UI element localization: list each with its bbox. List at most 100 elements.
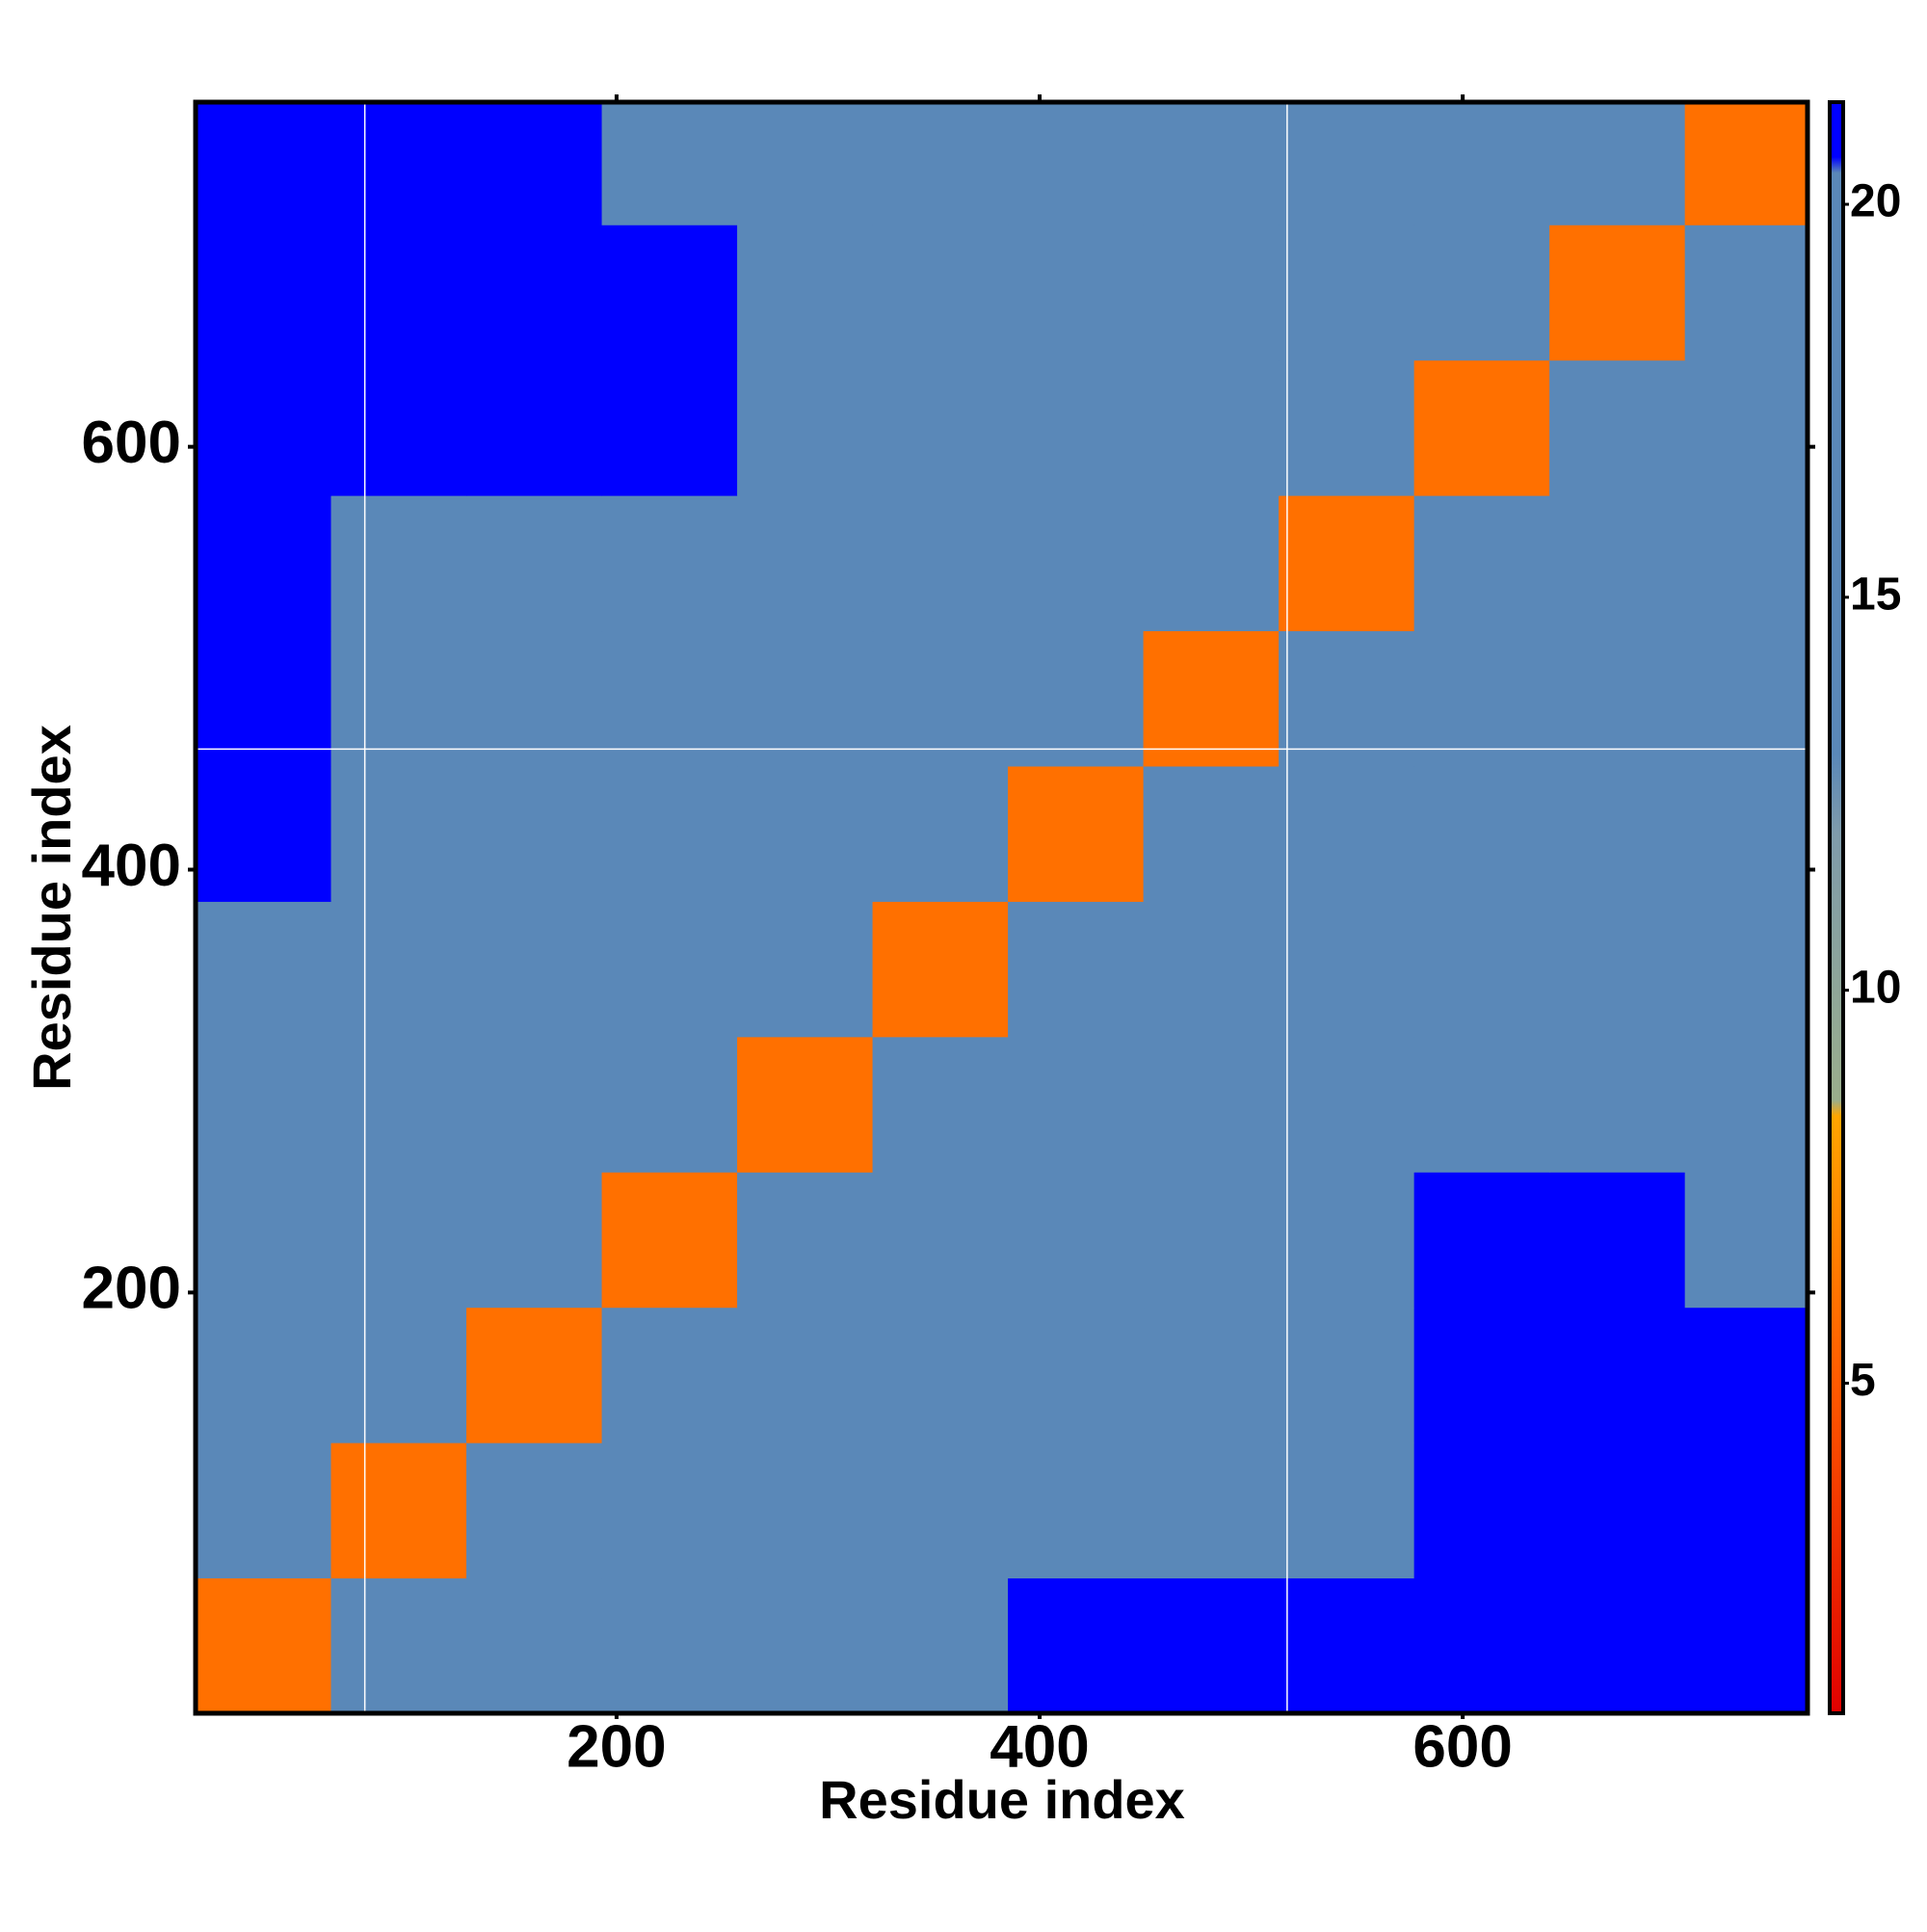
heatmap-cell [1549,495,1686,632]
heatmap-cell [1279,225,1415,361]
heatmap-cell [1279,630,1415,767]
heatmap-cell [330,901,467,1038]
heatmap-cell [1143,359,1280,496]
heatmap-cell [601,1036,738,1173]
heatmap-cell [1684,630,1808,767]
heatmap-cell [1549,1577,1686,1714]
heatmap-cell [601,901,738,1038]
heatmap-cell [196,1036,332,1173]
colorbar-tick-label: 15 [1850,569,1901,621]
heatmap-cell [737,901,874,1038]
heatmap-cell [1008,359,1145,496]
heatmap-cell [330,495,467,632]
heatmap-cell [1279,1036,1415,1173]
heatmap-cell [466,102,603,225]
heatmap-cell [330,102,467,225]
heatmap-cell [737,495,874,632]
heatmap-cell [1413,1172,1550,1309]
heatmap-cell [737,102,874,225]
heatmap-cell [1143,225,1280,361]
heatmap-cell [196,1172,332,1309]
heatmap-cell [1279,359,1415,496]
heatmap-cell [872,225,1009,361]
x-tick-label: 400 [990,1713,1089,1780]
heatmap-cell [1413,495,1550,632]
heatmap-cell [601,495,738,632]
heatmap-cell [1549,1442,1686,1579]
heatmap-cell [196,630,332,767]
plot-frame [193,99,1810,1716]
heatmap-cell [1143,1442,1280,1579]
heatmap-cell [1008,495,1145,632]
heatmap-cell [466,1442,603,1579]
y-tick-label: 200 [82,1256,181,1322]
colorbar-tick-label: 5 [1850,1355,1876,1406]
heatmap-cell [1684,1036,1808,1173]
heatmap-cell [330,1442,467,1579]
heatmap-cell [601,765,738,902]
heatmap-cell [737,1036,874,1173]
heatmap-cell [196,102,332,225]
heatmap-cell [1549,1307,1686,1443]
heatmap-cell [1413,1307,1550,1443]
y-tick-label: 400 [82,833,181,899]
heatmap-cell [1684,1172,1808,1309]
heatmap-cell [196,901,332,1038]
heatmap-cell [1549,225,1686,361]
heatmap-cell [601,1307,738,1443]
heatmap-cell [737,1172,874,1309]
heatmap-cell [872,1442,1009,1579]
heatmap-cell [1549,102,1686,225]
heatmap-cell [1008,1577,1145,1714]
heatmap-cell [601,102,738,225]
heatmap-cell [1549,901,1686,1038]
heatmap-cell [466,1307,603,1443]
y-tick-label: 600 [82,410,181,476]
heatmap-cell [1413,630,1550,767]
heatmap-cell [1143,901,1280,1038]
heatmap-cell [1143,495,1280,632]
heatmap-cell [1279,495,1415,632]
heatmap-cell [1684,1307,1808,1443]
heatmap-cell [1684,1442,1808,1579]
heatmap-cell [1684,359,1808,496]
heatmap-cell [330,1172,467,1309]
heatmap-cell [1143,1307,1280,1443]
heatmap-cell [601,225,738,361]
heatmap-cell [466,225,603,361]
heatmap-cell [1684,765,1808,902]
heatmap-cell [1413,1577,1550,1714]
heatmap-cell [1143,765,1280,902]
x-tick-label: 200 [567,1713,666,1780]
heatmap-cell [466,495,603,632]
heatmap-cell [601,359,738,496]
heatmap-cell [330,630,467,767]
heatmap-cell [1549,359,1686,496]
heatmap-cell [1008,225,1145,361]
heatmap-cell [872,630,1009,767]
heatmap-cell [196,359,332,496]
heatmap-cell [1008,630,1145,767]
heatmap-cell [601,1577,738,1714]
heatmap-cell [330,225,467,361]
colorbar [1828,100,1845,1715]
heatmap-cell [1279,1172,1415,1309]
heatmap-cell [1684,901,1808,1038]
heatmap-cell [1684,495,1808,632]
heatmap-cell [1279,1577,1415,1714]
heatmap-cell [1684,225,1808,361]
heatmap-cell [872,1577,1009,1714]
heatmap-cell [737,225,874,361]
heatmap-cell [1549,630,1686,767]
heatmap-cell [1008,765,1145,902]
heatmap-cell [1279,102,1415,225]
heatmap-cell [466,1577,603,1714]
heatmap-cell [1279,1442,1415,1579]
heatmap-cell [872,1307,1009,1443]
heatmap-cell [196,495,332,632]
heatmap-cell [1684,102,1808,225]
heatmap-cell [872,495,1009,632]
heatmap-cell [1684,1577,1808,1714]
heatmap-cell [196,1442,332,1579]
